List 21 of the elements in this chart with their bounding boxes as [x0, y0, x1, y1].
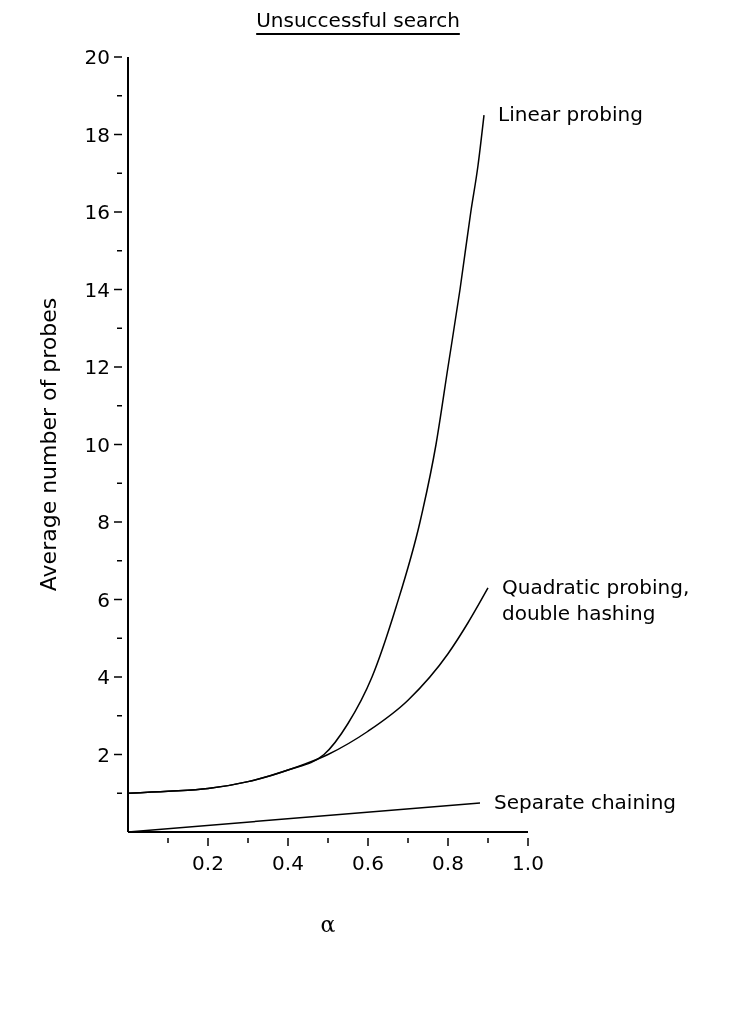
- x-tick-label: 0.2: [192, 851, 224, 875]
- y-tick-label: 18: [84, 122, 110, 147]
- x-tick-label: 0.6: [352, 851, 384, 875]
- series-label: Quadratic probing, double hashing: [502, 574, 690, 625]
- y-tick-label: 14: [84, 277, 110, 302]
- y-tick-label: 10: [84, 432, 110, 457]
- series-label: Separate chaining: [494, 789, 677, 814]
- x-axis-title: α: [320, 912, 336, 937]
- series-label: Linear probing: [498, 102, 643, 127]
- x-tick-label: 0.8: [432, 851, 464, 875]
- y-tick-label: 12: [84, 355, 110, 379]
- y-tick-label: 20: [84, 45, 110, 69]
- y-axis-title: Average number of probes: [35, 297, 61, 592]
- x-tick-label: 0.4: [272, 851, 304, 875]
- chart-title: Unsuccessful search: [255, 8, 461, 32]
- y-tick-label: 2: [97, 742, 110, 767]
- y-tick-label: 8: [97, 510, 110, 534]
- x-tick-label: 1.0: [512, 851, 544, 875]
- y-tick-label: 4: [97, 665, 110, 689]
- y-tick-label: 6: [97, 587, 110, 612]
- y-tick-label: 16: [84, 200, 110, 224]
